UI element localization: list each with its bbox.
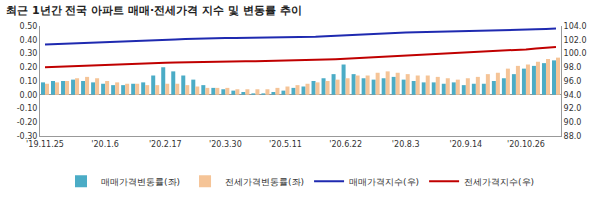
svg-text:90.0: 90.0 bbox=[564, 118, 582, 127]
svg-text:0.30: 0.30 bbox=[20, 49, 38, 58]
svg-text:'20.8.3: '20.8.3 bbox=[392, 140, 420, 149]
svg-text:96.0: 96.0 bbox=[564, 77, 582, 86]
svg-text:'19.11.25: '19.11.25 bbox=[26, 140, 64, 149]
svg-text:'20.1.6: '20.1.6 bbox=[91, 140, 119, 149]
svg-text:98.0: 98.0 bbox=[564, 63, 582, 72]
svg-text:'20.5.11: '20.5.11 bbox=[269, 140, 302, 149]
svg-text:-0.30: -0.30 bbox=[17, 132, 38, 141]
svg-text:0.00: 0.00 bbox=[20, 91, 38, 100]
svg-text:88.0: 88.0 bbox=[564, 132, 582, 141]
svg-text:최근 1년간 전국 아파트 매매·전세가격 지수 및 변동률: 최근 1년간 전국 아파트 매매·전세가격 지수 및 변동률 추이 bbox=[6, 4, 301, 17]
svg-text:'20.6.22: '20.6.22 bbox=[329, 140, 362, 149]
svg-text:104.0: 104.0 bbox=[564, 22, 587, 31]
svg-text:'20.2.17: '20.2.17 bbox=[149, 140, 182, 149]
svg-text:92.0: 92.0 bbox=[564, 104, 582, 113]
svg-text:0.50: 0.50 bbox=[20, 22, 38, 31]
svg-text:전세가격변동률(좌): 전세가격변동률(좌) bbox=[225, 177, 304, 187]
svg-text:94.0: 94.0 bbox=[564, 91, 582, 100]
svg-text:'20.3.30: '20.3.30 bbox=[209, 140, 242, 149]
svg-text:-0.20: -0.20 bbox=[17, 118, 38, 127]
svg-text:전세가격지수(우): 전세가격지수(우) bbox=[464, 177, 534, 187]
svg-text:102.0: 102.0 bbox=[564, 36, 587, 45]
svg-text:0.10: 0.10 bbox=[20, 77, 38, 86]
svg-text:0.40: 0.40 bbox=[20, 36, 38, 45]
svg-text:매매가격지수(우): 매매가격지수(우) bbox=[349, 177, 419, 187]
svg-text:'20.9.14: '20.9.14 bbox=[449, 140, 482, 149]
svg-text:-0.10: -0.10 bbox=[17, 104, 38, 113]
svg-text:매매가격변동률(좌): 매매가격변동률(좌) bbox=[101, 177, 180, 187]
svg-text:'20.10.26: '20.10.26 bbox=[507, 140, 545, 149]
svg-text:100.0: 100.0 bbox=[564, 49, 587, 58]
svg-text:0.20: 0.20 bbox=[20, 63, 38, 72]
